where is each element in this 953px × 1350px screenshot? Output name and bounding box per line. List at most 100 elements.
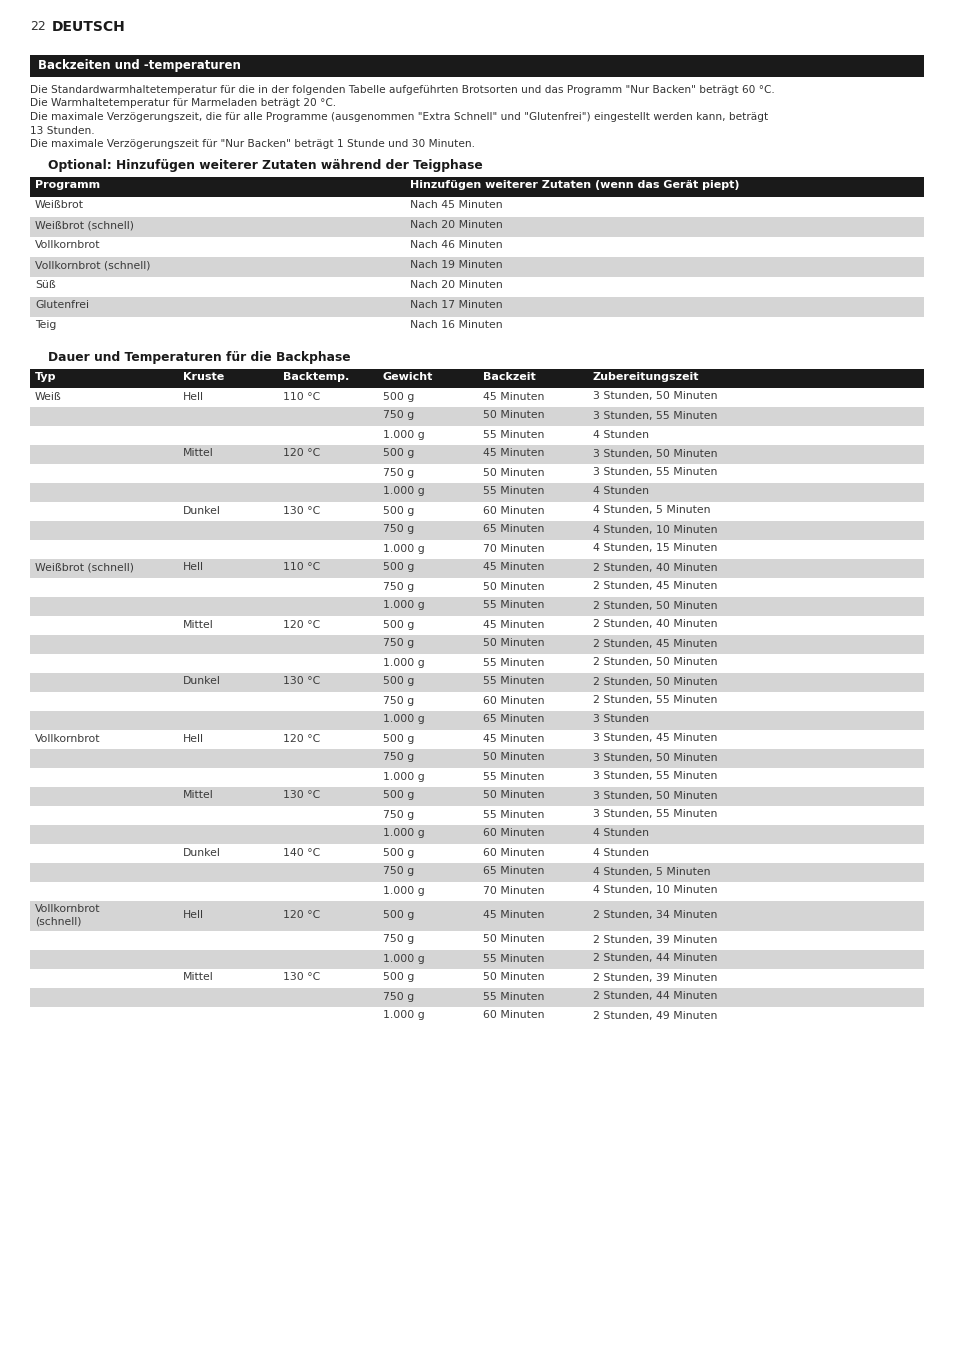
- Text: Nach 46 Minuten: Nach 46 Minuten: [410, 240, 502, 251]
- Text: 60 Minuten: 60 Minuten: [482, 848, 544, 857]
- Text: 1.000 g: 1.000 g: [382, 953, 424, 964]
- Text: 2 Stunden, 45 Minuten: 2 Stunden, 45 Minuten: [593, 639, 717, 648]
- Text: 2 Stunden, 49 Minuten: 2 Stunden, 49 Minuten: [593, 1011, 717, 1021]
- Text: 1.000 g: 1.000 g: [382, 886, 424, 895]
- Text: 50 Minuten: 50 Minuten: [482, 752, 544, 763]
- Bar: [30, 216, 923, 236]
- Text: 2 Stunden, 39 Minuten: 2 Stunden, 39 Minuten: [593, 934, 717, 945]
- Text: Vollkornbrot (schnell): Vollkornbrot (schnell): [35, 261, 151, 270]
- Bar: [30, 729, 923, 748]
- Text: 1.000 g: 1.000 g: [382, 1011, 424, 1021]
- Bar: [30, 559, 923, 578]
- Text: 750 g: 750 g: [382, 695, 414, 706]
- Text: 140 °C: 140 °C: [283, 848, 320, 857]
- Text: Mittel: Mittel: [183, 791, 213, 801]
- Text: 1.000 g: 1.000 g: [382, 601, 424, 610]
- Bar: [30, 177, 923, 197]
- Bar: [30, 987, 923, 1007]
- Bar: [30, 406, 923, 425]
- Text: 500 g: 500 g: [382, 392, 414, 401]
- Bar: [30, 900, 923, 930]
- Text: Weißbrot (schnell): Weißbrot (schnell): [35, 220, 133, 231]
- Bar: [30, 197, 923, 216]
- Text: Die Warmhaltetemperatur für Marmeladen beträgt 20 °C.: Die Warmhaltetemperatur für Marmeladen b…: [30, 99, 335, 108]
- Text: 130 °C: 130 °C: [283, 676, 320, 687]
- Bar: [30, 844, 923, 863]
- Text: 1.000 g: 1.000 g: [382, 544, 424, 554]
- Text: 3 Stunden, 55 Minuten: 3 Stunden, 55 Minuten: [593, 810, 717, 819]
- Text: Nach 19 Minuten: Nach 19 Minuten: [410, 261, 502, 270]
- Text: 2 Stunden, 50 Minuten: 2 Stunden, 50 Minuten: [593, 676, 717, 687]
- Text: 1.000 g: 1.000 g: [382, 771, 424, 782]
- Text: 3 Stunden, 50 Minuten: 3 Stunden, 50 Minuten: [593, 752, 717, 763]
- Text: 2 Stunden, 44 Minuten: 2 Stunden, 44 Minuten: [593, 953, 717, 964]
- Text: 3 Stunden, 50 Minuten: 3 Stunden, 50 Minuten: [593, 448, 717, 459]
- Text: 500 g: 500 g: [382, 448, 414, 459]
- Text: 45 Minuten: 45 Minuten: [482, 563, 544, 572]
- Text: Nach 16 Minuten: Nach 16 Minuten: [410, 320, 502, 331]
- Text: Mittel: Mittel: [183, 448, 213, 459]
- Bar: [30, 691, 923, 710]
- Text: 55 Minuten: 55 Minuten: [482, 991, 544, 1002]
- Text: Die maximale Verzögerungszeit, die für alle Programme (ausgenommen "Extra Schnel: Die maximale Verzögerungszeit, die für a…: [30, 112, 767, 122]
- Text: 4 Stunden: 4 Stunden: [593, 829, 648, 838]
- Bar: [30, 463, 923, 482]
- Text: 4 Stunden, 15 Minuten: 4 Stunden, 15 Minuten: [593, 544, 717, 554]
- Text: Nach 45 Minuten: Nach 45 Minuten: [410, 201, 502, 211]
- Text: 750 g: 750 g: [382, 525, 414, 535]
- Text: 60 Minuten: 60 Minuten: [482, 695, 544, 706]
- Text: Weiß: Weiß: [35, 392, 62, 401]
- Text: DEUTSCH: DEUTSCH: [52, 20, 126, 34]
- Text: Typ: Typ: [35, 373, 56, 382]
- Text: 45 Minuten: 45 Minuten: [482, 392, 544, 401]
- Bar: [30, 710, 923, 729]
- Bar: [30, 787, 923, 806]
- Text: Nach 17 Minuten: Nach 17 Minuten: [410, 301, 502, 310]
- Text: 4 Stunden: 4 Stunden: [593, 486, 648, 497]
- Bar: [30, 748, 923, 768]
- Bar: [30, 236, 923, 256]
- Bar: [30, 768, 923, 787]
- Bar: [30, 653, 923, 672]
- Text: 750 g: 750 g: [382, 639, 414, 648]
- Bar: [30, 540, 923, 559]
- Text: Mittel: Mittel: [183, 620, 213, 629]
- Text: Weißbrot: Weißbrot: [35, 201, 84, 211]
- Text: 110 °C: 110 °C: [283, 563, 320, 572]
- Text: 1.000 g: 1.000 g: [382, 486, 424, 497]
- Text: Hell: Hell: [183, 392, 204, 401]
- Text: Glutenfrei: Glutenfrei: [35, 301, 89, 310]
- Text: 750 g: 750 g: [382, 410, 414, 420]
- Text: 130 °C: 130 °C: [283, 972, 320, 983]
- Bar: [30, 297, 923, 316]
- Text: 1.000 g: 1.000 g: [382, 714, 424, 725]
- Text: 750 g: 750 g: [382, 934, 414, 945]
- Text: 500 g: 500 g: [382, 620, 414, 629]
- Bar: [30, 616, 923, 634]
- Text: 500 g: 500 g: [382, 505, 414, 516]
- Text: Gewicht: Gewicht: [382, 373, 433, 382]
- Text: 750 g: 750 g: [382, 867, 414, 876]
- Text: 55 Minuten: 55 Minuten: [482, 486, 544, 497]
- Text: 3 Stunden, 45 Minuten: 3 Stunden, 45 Minuten: [593, 733, 717, 744]
- Text: 4 Stunden: 4 Stunden: [593, 848, 648, 857]
- Text: Backzeit: Backzeit: [482, 373, 536, 382]
- Bar: [30, 316, 923, 336]
- Text: 130 °C: 130 °C: [283, 505, 320, 516]
- Bar: [30, 55, 923, 77]
- Text: 2 Stunden, 50 Minuten: 2 Stunden, 50 Minuten: [593, 657, 717, 667]
- Text: 4 Stunden, 5 Minuten: 4 Stunden, 5 Minuten: [593, 867, 710, 876]
- Text: Dunkel: Dunkel: [183, 505, 221, 516]
- Text: Dauer und Temperaturen für die Backphase: Dauer und Temperaturen für die Backphase: [48, 351, 351, 363]
- Text: 55 Minuten: 55 Minuten: [482, 771, 544, 782]
- Text: 45 Minuten: 45 Minuten: [482, 448, 544, 459]
- Bar: [30, 277, 923, 297]
- Text: Dunkel: Dunkel: [183, 676, 221, 687]
- Text: 500 g: 500 g: [382, 972, 414, 983]
- Text: 500 g: 500 g: [382, 676, 414, 687]
- Text: 2 Stunden, 50 Minuten: 2 Stunden, 50 Minuten: [593, 601, 717, 610]
- Text: Vollkornbrot: Vollkornbrot: [35, 240, 100, 251]
- Text: Teig: Teig: [35, 320, 56, 331]
- Text: Programm: Programm: [35, 181, 100, 190]
- Text: 55 Minuten: 55 Minuten: [482, 657, 544, 667]
